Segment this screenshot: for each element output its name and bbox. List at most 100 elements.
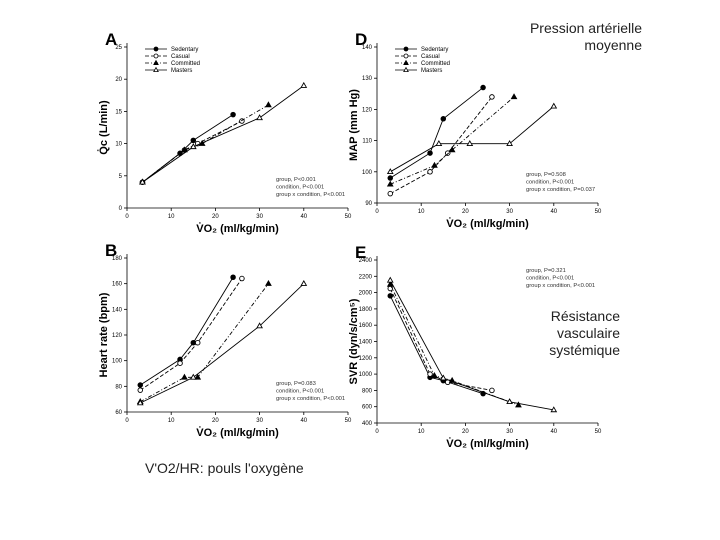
panel-label: D [355, 30, 367, 49]
stats-text: group, P<0.001 [276, 177, 316, 183]
series-line [142, 120, 243, 183]
annotation: Pression artérielle moyenne [529, 20, 642, 53]
marker [181, 146, 188, 153]
marker [386, 168, 394, 175]
marker [387, 293, 394, 299]
x-tick-label: 10 [418, 209, 425, 215]
marker [439, 374, 447, 381]
y-tick-label: 1600 [359, 323, 373, 329]
stats-text: group x condition, P<0.001 [276, 396, 345, 402]
marker [137, 387, 144, 393]
y-tick-label: 180 [112, 256, 123, 262]
y-tick-label: 1400 [359, 340, 373, 346]
x-axis-label: V̇O₂ (ml/kg/min) [446, 437, 529, 450]
y-axis-label: Q̇c (L/min) [97, 100, 110, 155]
marker [181, 373, 188, 380]
series-line [142, 104, 269, 183]
y-tick-label: 120 [112, 333, 123, 339]
marker [265, 279, 272, 286]
y-tick-label: 140 [112, 307, 123, 313]
marker [386, 180, 394, 187]
stats-text: condition, P<0.001 [276, 389, 324, 395]
x-tick-label: 40 [550, 429, 557, 435]
marker [427, 150, 433, 156]
marker [256, 322, 263, 329]
x-axis-label: V̇O₂ (ml/kg/min) [196, 222, 279, 235]
series-line [140, 283, 305, 404]
x-tick-label: 30 [506, 209, 513, 215]
marker [466, 140, 474, 146]
marker [506, 398, 513, 405]
x-tick-label: 50 [595, 209, 602, 215]
legend-marker [153, 59, 159, 65]
x-axis-label: V̇O₂ (ml/kg/min) [446, 217, 529, 230]
panel-label: E [355, 243, 366, 262]
x-tick-label: 20 [212, 214, 219, 220]
legend-label: Sedentary [171, 47, 198, 53]
marker [448, 146, 456, 153]
legend-marker [403, 46, 409, 52]
marker [440, 116, 447, 122]
marker [489, 94, 495, 100]
y-tick-label: 5 [119, 174, 123, 180]
x-tick-label: 50 [345, 418, 352, 424]
series-line [389, 295, 484, 395]
x-tick-label: 10 [168, 418, 175, 424]
y-tick-label: 2000 [359, 291, 373, 297]
marker [190, 137, 197, 144]
x-tick-label: 50 [595, 429, 602, 435]
marker [190, 339, 197, 346]
marker [431, 161, 438, 168]
y-tick-label: 140 [362, 45, 373, 51]
x-tick-label: 0 [375, 209, 379, 215]
marker [435, 140, 443, 146]
y-tick-label: 1000 [359, 372, 373, 378]
legend-marker [153, 66, 159, 72]
x-tick-label: 10 [168, 214, 175, 220]
legend-marker [403, 53, 409, 59]
marker [386, 276, 394, 283]
y-tick-label: 2200 [359, 274, 373, 280]
x-tick-label: 30 [256, 418, 263, 424]
y-tick-label: 60 [115, 410, 122, 416]
y-tick-label: 0 [119, 206, 123, 212]
marker [387, 175, 394, 181]
y-tick-label: 90 [365, 201, 372, 207]
panel-label: A [105, 30, 117, 49]
y-tick-label: 800 [362, 388, 373, 394]
marker [189, 373, 197, 380]
marker [300, 279, 308, 286]
marker [239, 275, 245, 282]
y-tick-label: 20 [115, 77, 122, 83]
marker [386, 280, 394, 287]
marker [431, 372, 438, 378]
marker [194, 339, 201, 346]
legend-marker [403, 59, 409, 65]
stats-text: group x condition, P<0.001 [276, 192, 345, 198]
marker [510, 93, 518, 100]
legend-marker [153, 53, 159, 59]
x-tick-label: 0 [125, 418, 129, 424]
marker [515, 401, 522, 408]
x-tick-label: 40 [550, 209, 557, 215]
y-tick-label: 130 [362, 76, 373, 82]
series-line [140, 278, 243, 391]
marker [137, 382, 144, 388]
x-tick-label: 20 [462, 209, 469, 215]
marker [444, 150, 451, 156]
x-tick-label: 30 [506, 429, 513, 435]
marker [427, 169, 433, 175]
legend-label: Committed [421, 61, 450, 67]
x-tick-label: 20 [212, 418, 219, 424]
stats-text: group, P=0.083 [276, 381, 316, 387]
y-tick-label: 80 [115, 384, 122, 390]
series-line [390, 96, 515, 185]
marker [550, 406, 558, 413]
x-tick-label: 10 [418, 429, 425, 435]
marker [427, 371, 433, 377]
legend-label: Sedentary [421, 47, 448, 53]
marker [300, 81, 308, 88]
marker [189, 143, 197, 150]
marker [177, 360, 183, 366]
